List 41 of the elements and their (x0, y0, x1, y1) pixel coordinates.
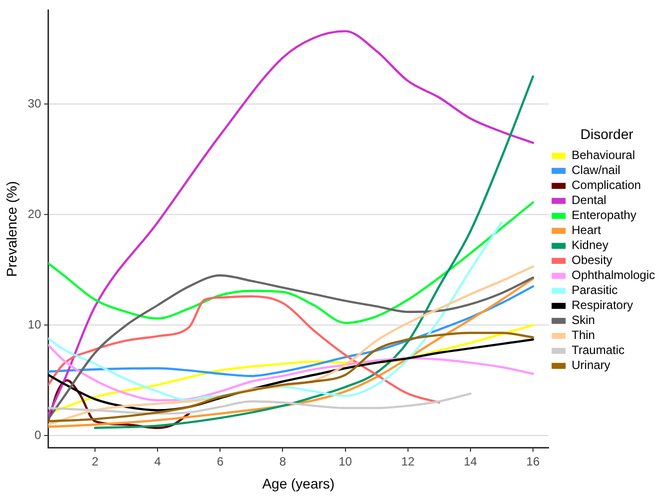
x-tick-label: 8 (279, 454, 286, 468)
y-tick-label: 10 (28, 317, 42, 332)
line-series (94, 75, 534, 430)
line-series (48, 30, 534, 417)
line-series (48, 338, 534, 412)
line-series (48, 295, 440, 404)
line-series (48, 221, 503, 402)
legend-title: Disorder (580, 126, 634, 142)
x-tick-label: 10 (338, 454, 352, 468)
y-axis-title: Prevalence (%) (3, 181, 20, 277)
line-series (48, 379, 190, 430)
legend-label: Respiratory (572, 298, 633, 312)
legend-label: Obesity (572, 253, 612, 268)
y-tick-label: 30 (28, 96, 42, 110)
legend-label: Thin (572, 328, 595, 342)
x-tick-label: 2 (92, 454, 99, 468)
line-series (48, 285, 534, 378)
legend-label: Heart (572, 223, 602, 238)
y-tick-label: 0 (34, 428, 42, 442)
legend-label: Ophthalmologic (572, 268, 656, 282)
line-series (48, 332, 534, 422)
legend-label: Parasitic (572, 283, 618, 298)
legend-label: Complication (572, 178, 641, 192)
x-tick-label: 4 (154, 454, 162, 468)
line-series (48, 344, 534, 402)
x-tick-label: 14 (464, 454, 478, 468)
legend-label: Skin (572, 313, 595, 328)
x-axis-title: Age (years) (262, 475, 335, 492)
x-tick-label: 12 (401, 454, 415, 468)
x-tick-label: 16 (526, 454, 540, 468)
x-tick-label: 6 (216, 454, 224, 468)
legend-label: Behavioural (572, 148, 635, 162)
y-tick-label: 20 (28, 206, 42, 221)
line-series (48, 392, 472, 415)
legend-label: Dental (572, 193, 606, 208)
legend-label: Traumatic (572, 343, 625, 358)
legend-label: Urinary (572, 358, 610, 372)
line-series (48, 201, 534, 324)
legend-label: Kidney (572, 238, 608, 252)
legend-label: Claw/nail (572, 163, 620, 178)
legend-label: Enteropathy (572, 208, 636, 222)
